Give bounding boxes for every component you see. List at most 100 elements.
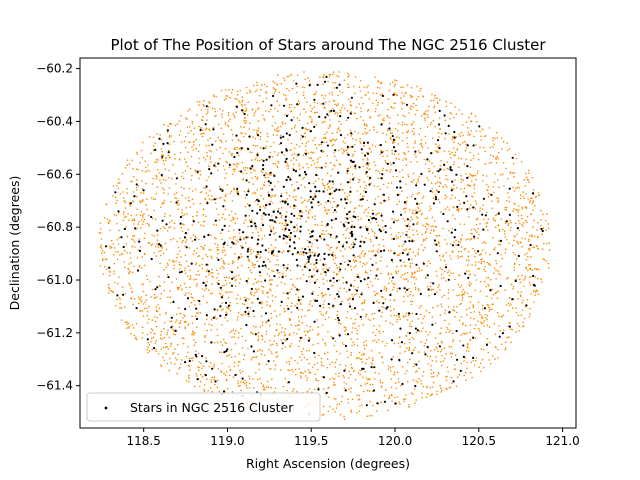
field-star-point: [157, 304, 159, 306]
field-star-point: [455, 239, 457, 242]
field-star-point: [289, 291, 291, 293]
field-star-point: [493, 191, 495, 194]
field-star-point: [405, 131, 408, 134]
field-star-point: [494, 137, 496, 140]
field-star-point: [308, 388, 311, 390]
field-star-point: [163, 215, 166, 218]
field-star-point: [481, 180, 484, 182]
field-star-point: [183, 321, 186, 323]
field-star-point: [406, 137, 408, 139]
field-star-point: [281, 347, 284, 350]
field-star-point: [326, 366, 329, 369]
field-star-point: [313, 163, 316, 165]
field-star-point: [213, 94, 215, 96]
field-star-point: [239, 298, 242, 300]
field-star-point: [325, 225, 327, 227]
field-star-point: [494, 346, 497, 348]
field-star-point: [275, 356, 278, 358]
field-star-point: [152, 329, 154, 332]
cluster-star-point: [329, 233, 332, 236]
field-star-point: [160, 293, 162, 295]
field-star-point: [502, 228, 504, 231]
field-star-point: [300, 376, 303, 379]
field-star-point: [243, 117, 246, 120]
field-star-point: [329, 161, 332, 164]
cluster-star-point: [437, 190, 440, 194]
field-star-point: [195, 138, 197, 141]
field-star-point: [290, 288, 293, 291]
field-star-point: [274, 364, 277, 367]
field-star-point: [426, 114, 429, 116]
cluster-star-point: [349, 112, 352, 115]
field-star-point: [339, 323, 342, 325]
field-star-point: [292, 80, 295, 82]
field-star-point: [322, 413, 325, 416]
field-star-point: [342, 282, 345, 284]
field-star-point: [266, 172, 268, 175]
field-star-point: [241, 303, 244, 305]
cluster-star-point: [438, 123, 441, 126]
field-star-point: [367, 206, 370, 209]
field-star-point: [140, 299, 142, 301]
field-star-point: [350, 387, 353, 389]
field-star-point: [349, 129, 352, 132]
field-star-point: [321, 224, 323, 226]
field-star-point: [109, 229, 111, 232]
field-star-point: [210, 255, 213, 258]
field-star-point: [176, 240, 178, 243]
field-star-point: [381, 169, 384, 172]
field-star-point: [414, 402, 416, 404]
field-star-point: [393, 102, 396, 105]
field-star-point: [204, 159, 207, 161]
field-star-point: [307, 212, 310, 215]
cluster-star-point: [261, 264, 264, 267]
field-star-point: [166, 332, 169, 334]
cluster-star-point: [332, 304, 335, 307]
field-star-point: [228, 166, 231, 169]
field-star-point: [520, 291, 522, 293]
field-star-point: [235, 329, 237, 332]
field-star-point: [522, 299, 524, 302]
field-star-point: [268, 157, 271, 160]
field-star-point: [495, 131, 498, 134]
field-star-point: [234, 343, 237, 345]
cluster-star-point: [390, 258, 393, 262]
cluster-star-point: [352, 254, 355, 257]
field-star-point: [497, 224, 500, 227]
field-star-point: [174, 321, 177, 323]
field-star-point: [448, 345, 451, 348]
field-star-point: [517, 297, 520, 300]
field-star-point: [456, 208, 459, 210]
field-star-point: [442, 185, 444, 188]
field-star-point: [283, 307, 286, 310]
field-star-point: [421, 197, 424, 199]
field-star-point: [259, 147, 262, 149]
field-star-point: [259, 274, 262, 277]
field-star-point: [256, 81, 258, 84]
field-star-point: [166, 362, 169, 365]
field-star-point: [387, 282, 390, 285]
field-star-point: [243, 126, 245, 128]
cluster-star-point: [433, 239, 436, 242]
field-star-point: [471, 376, 473, 379]
field-star-point: [332, 71, 335, 73]
field-star-point: [250, 171, 252, 174]
field-star-point: [354, 168, 357, 170]
field-star-point: [133, 241, 136, 243]
field-star-point: [349, 216, 351, 219]
cluster-star-point: [350, 96, 353, 99]
field-star-point: [243, 119, 245, 122]
field-star-point: [391, 149, 393, 152]
field-star-point: [522, 191, 524, 193]
field-star-point: [528, 172, 530, 174]
field-star-point: [201, 257, 204, 260]
field-star-point: [540, 224, 542, 227]
field-star-point: [305, 262, 308, 264]
field-star-point: [493, 143, 496, 145]
field-star-point: [535, 195, 537, 198]
field-star-point: [296, 217, 299, 220]
field-star-point: [128, 163, 131, 165]
field-star-point: [159, 134, 161, 136]
cluster-star-point: [336, 316, 340, 319]
field-star-point: [184, 267, 186, 269]
